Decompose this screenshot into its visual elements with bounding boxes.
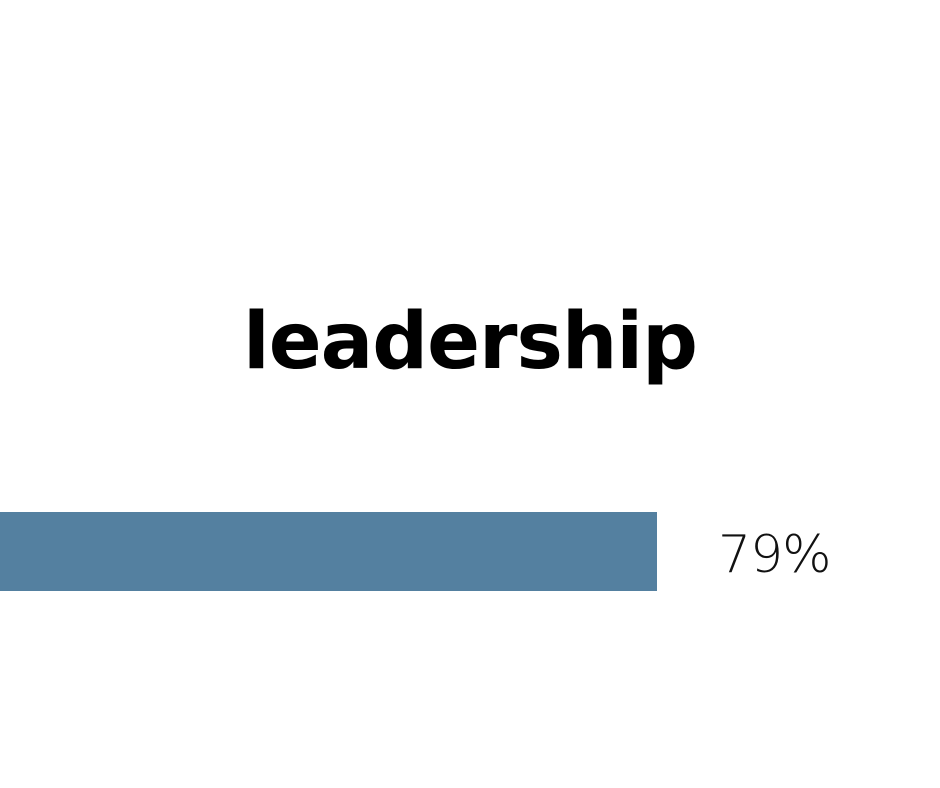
progress-bar-fill	[0, 512, 658, 591]
bar-track	[0, 512, 832, 591]
chart-title: leadership	[242, 297, 698, 387]
percent-value-label: 79%	[718, 525, 832, 585]
